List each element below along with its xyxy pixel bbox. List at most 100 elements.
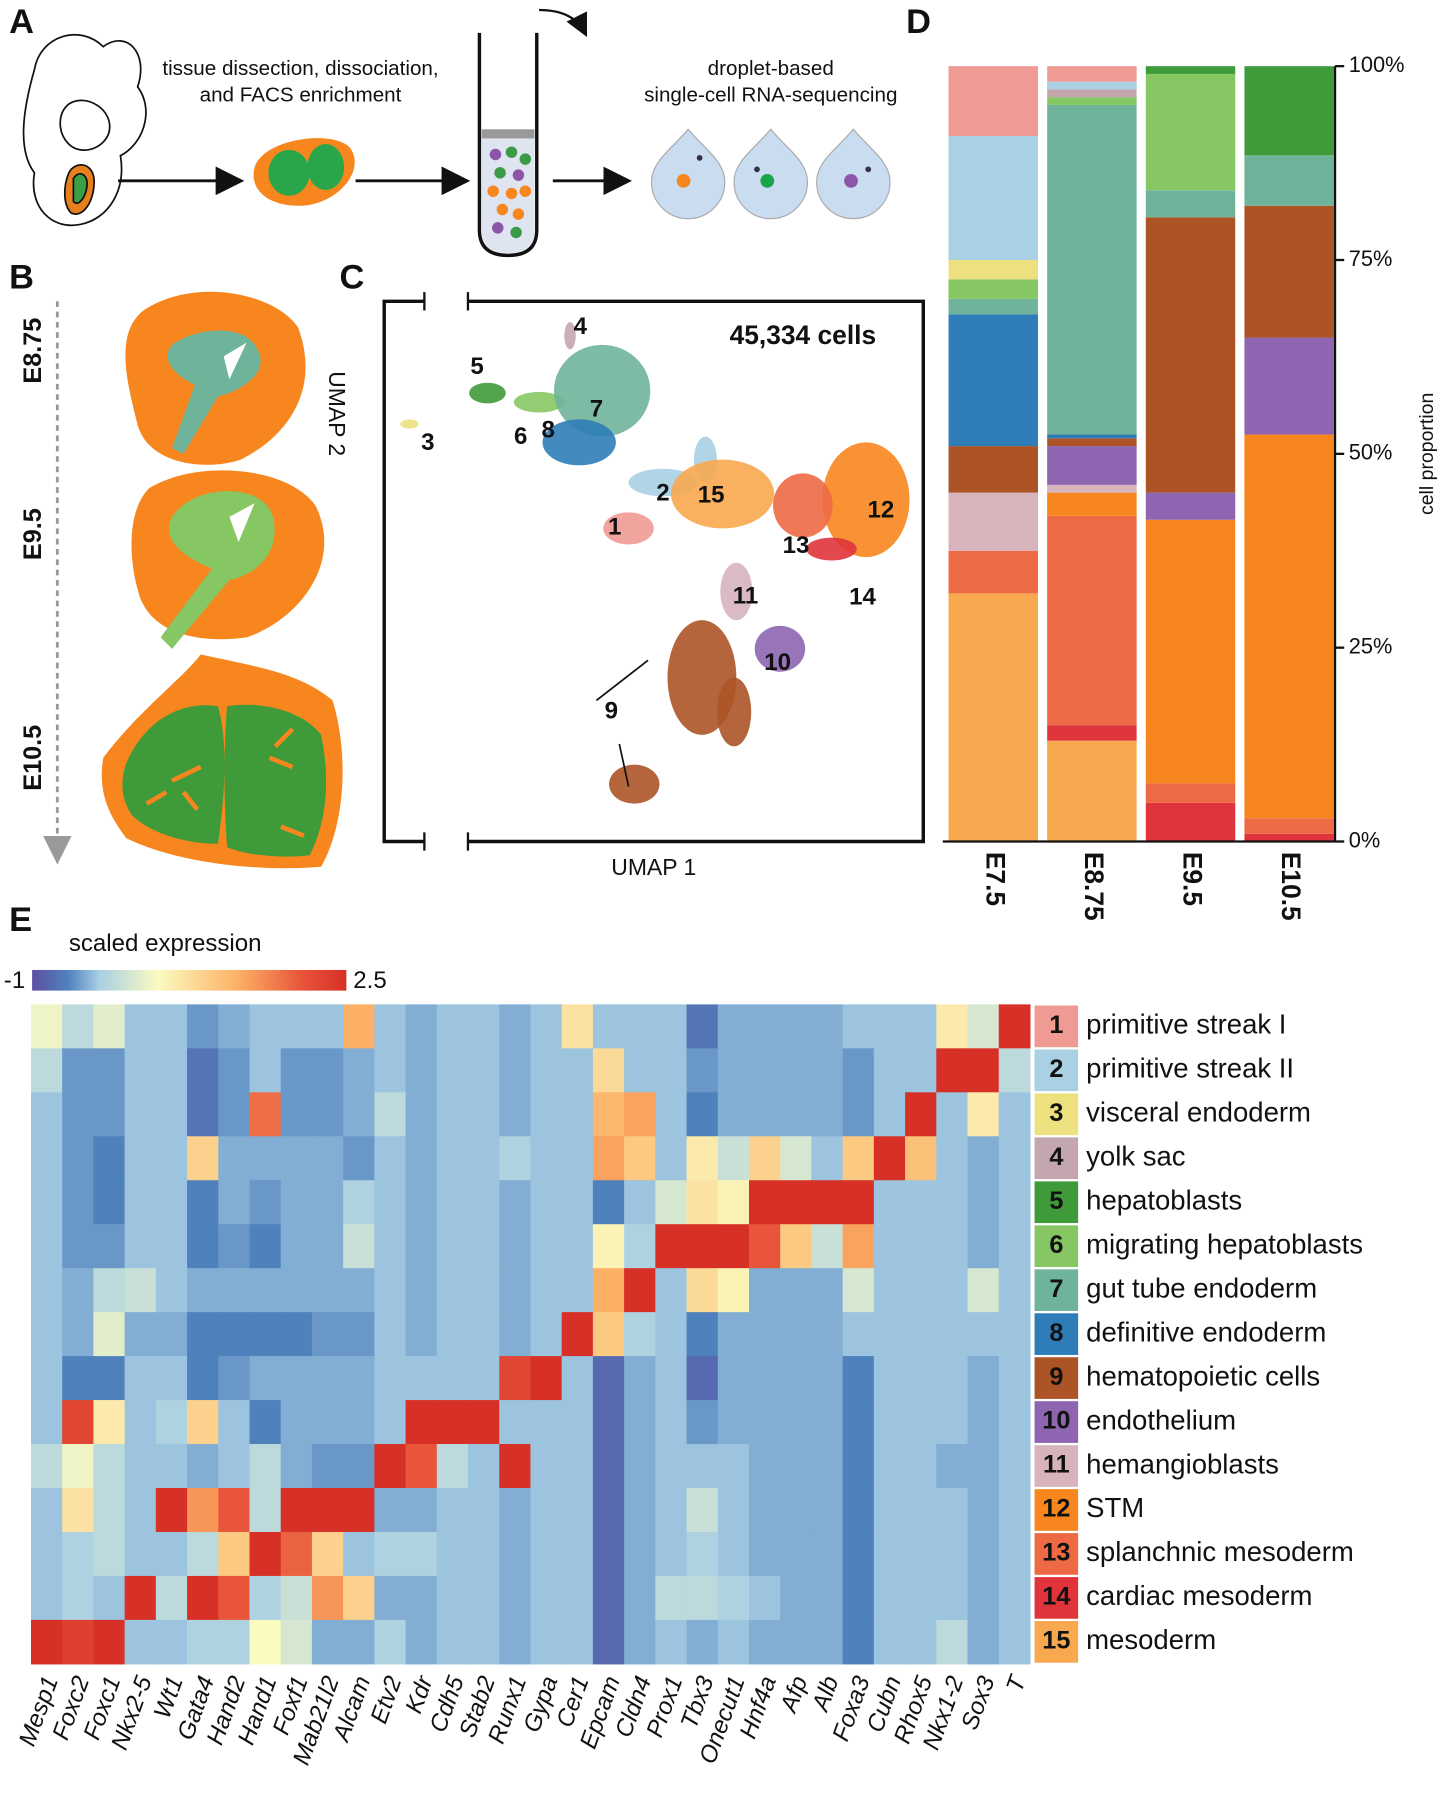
heatmap-cell [62,1224,94,1269]
bar-segment [1047,493,1136,516]
heatmap-cell [811,1356,843,1401]
heatmap-cell [281,1268,313,1313]
heatmap-cell [468,1576,500,1621]
workflow-illustration [24,10,890,255]
heatmap-cell [530,1224,562,1269]
heatmap-cell [999,1532,1031,1577]
heatmap-cell [499,1136,531,1181]
heatmap-cell [562,1444,594,1489]
heatmap-cell [780,1488,812,1533]
heatmap-cell [562,1356,594,1401]
heatmap-cell [156,1136,188,1181]
heatmap-cell [811,1004,843,1049]
colorbar-tick-label: -1 [4,967,25,994]
heatmap-cell [218,1312,250,1357]
cluster-label: 12 [867,497,894,524]
cluster-name: visceral endoderm [1086,1097,1311,1128]
heatmap-cell [999,1180,1031,1225]
heatmap-cell [655,1180,687,1225]
heatmap-cell [125,1444,157,1489]
heatmap-cell [249,1048,281,1093]
cell-cluster [609,765,659,804]
heatmap-cell [999,1004,1031,1049]
heatmap-cell [905,1532,937,1577]
heatmap-cell [655,1356,687,1401]
heatmap-cell [468,1312,500,1357]
gene-label: Afp [775,1673,813,1718]
heatmap-cell [31,1400,63,1445]
heatmap-cell [780,1268,812,1313]
heatmap-cell [718,1004,750,1049]
heatmap-cell [749,1004,781,1049]
heatmap-cell [468,1444,500,1489]
heatmap-cell [530,1092,562,1137]
heatmap-cell [93,1356,125,1401]
heatmap-cell [843,1180,875,1225]
heatmap-cell [843,1532,875,1577]
heatmap-cell [655,1312,687,1357]
heatmap-cell [343,1488,375,1533]
heatmap-cell [936,1620,968,1665]
heatmap-cell [406,1356,438,1401]
heatmap-cell [437,1400,469,1445]
bar-segment [1146,190,1235,217]
bar-segment [949,279,1038,298]
panel-letter: B [9,259,34,297]
heatmap-cell [718,1224,750,1269]
heatmap-cell [343,1004,375,1049]
heatmap-cell [499,1444,531,1489]
heatmap-cell [780,1224,812,1269]
heatmap-cell [249,1136,281,1181]
heatmap-cell [655,1048,687,1093]
heatmap-cell [780,1048,812,1093]
bar-segment [1244,66,1333,155]
heatmap-cell [468,1048,500,1093]
heatmap-cell [125,1092,157,1137]
heatmap-cell [156,1400,188,1445]
heatmap-cell [499,1532,531,1577]
heatmap-cell [156,1576,188,1621]
heatmap-cell [905,1576,937,1621]
heatmap-cell [281,1136,313,1181]
heatmap-cell [437,1268,469,1313]
heatmap-cell [562,1620,594,1665]
workflow-text: tissue dissection, dissociation, [162,57,438,80]
heatmap-cell [687,1312,719,1357]
heatmap-cell [936,1356,968,1401]
heatmap-cell [936,1268,968,1313]
heatmap-cell [218,1224,250,1269]
heatmap-cell [530,1136,562,1181]
heatmap-cell [249,1268,281,1313]
heatmap-cell [780,1092,812,1137]
heatmap-cell [187,1224,219,1269]
heatmap-cell [62,1532,94,1577]
heatmap-cell [437,1620,469,1665]
cluster-name: definitive endoderm [1086,1316,1326,1347]
heatmap-cell [593,1620,625,1665]
heatmap-cell [156,1312,188,1357]
heatmap-cell [406,1576,438,1621]
heatmap-cell [999,1576,1031,1621]
heatmap-cell [93,1092,125,1137]
cluster-label: 14 [849,584,876,611]
y-tick-label: 50% [1349,440,1393,465]
bar-segment [1244,434,1333,818]
heatmap-cell [905,1620,937,1665]
heatmap-cell [437,1488,469,1533]
heatmap-cell [999,1268,1031,1313]
cluster-id: 15 [1042,1627,1070,1655]
heatmap-cell [593,1488,625,1533]
heatmap-cell [93,1136,125,1181]
heatmap-cell [374,1004,406,1049]
heatmap-cell [312,1004,344,1049]
cluster-id: 8 [1049,1319,1063,1347]
heatmap-cell [687,1620,719,1665]
heatmap-cell [281,1444,313,1489]
heatmap-cell [374,1092,406,1137]
heatmap-cell [718,1268,750,1313]
heatmap-cell [249,1620,281,1665]
heatmap-cell [999,1092,1031,1137]
heatmap-cell [343,1092,375,1137]
heatmap-cell [187,1400,219,1445]
cluster-id: 11 [1043,1451,1070,1479]
